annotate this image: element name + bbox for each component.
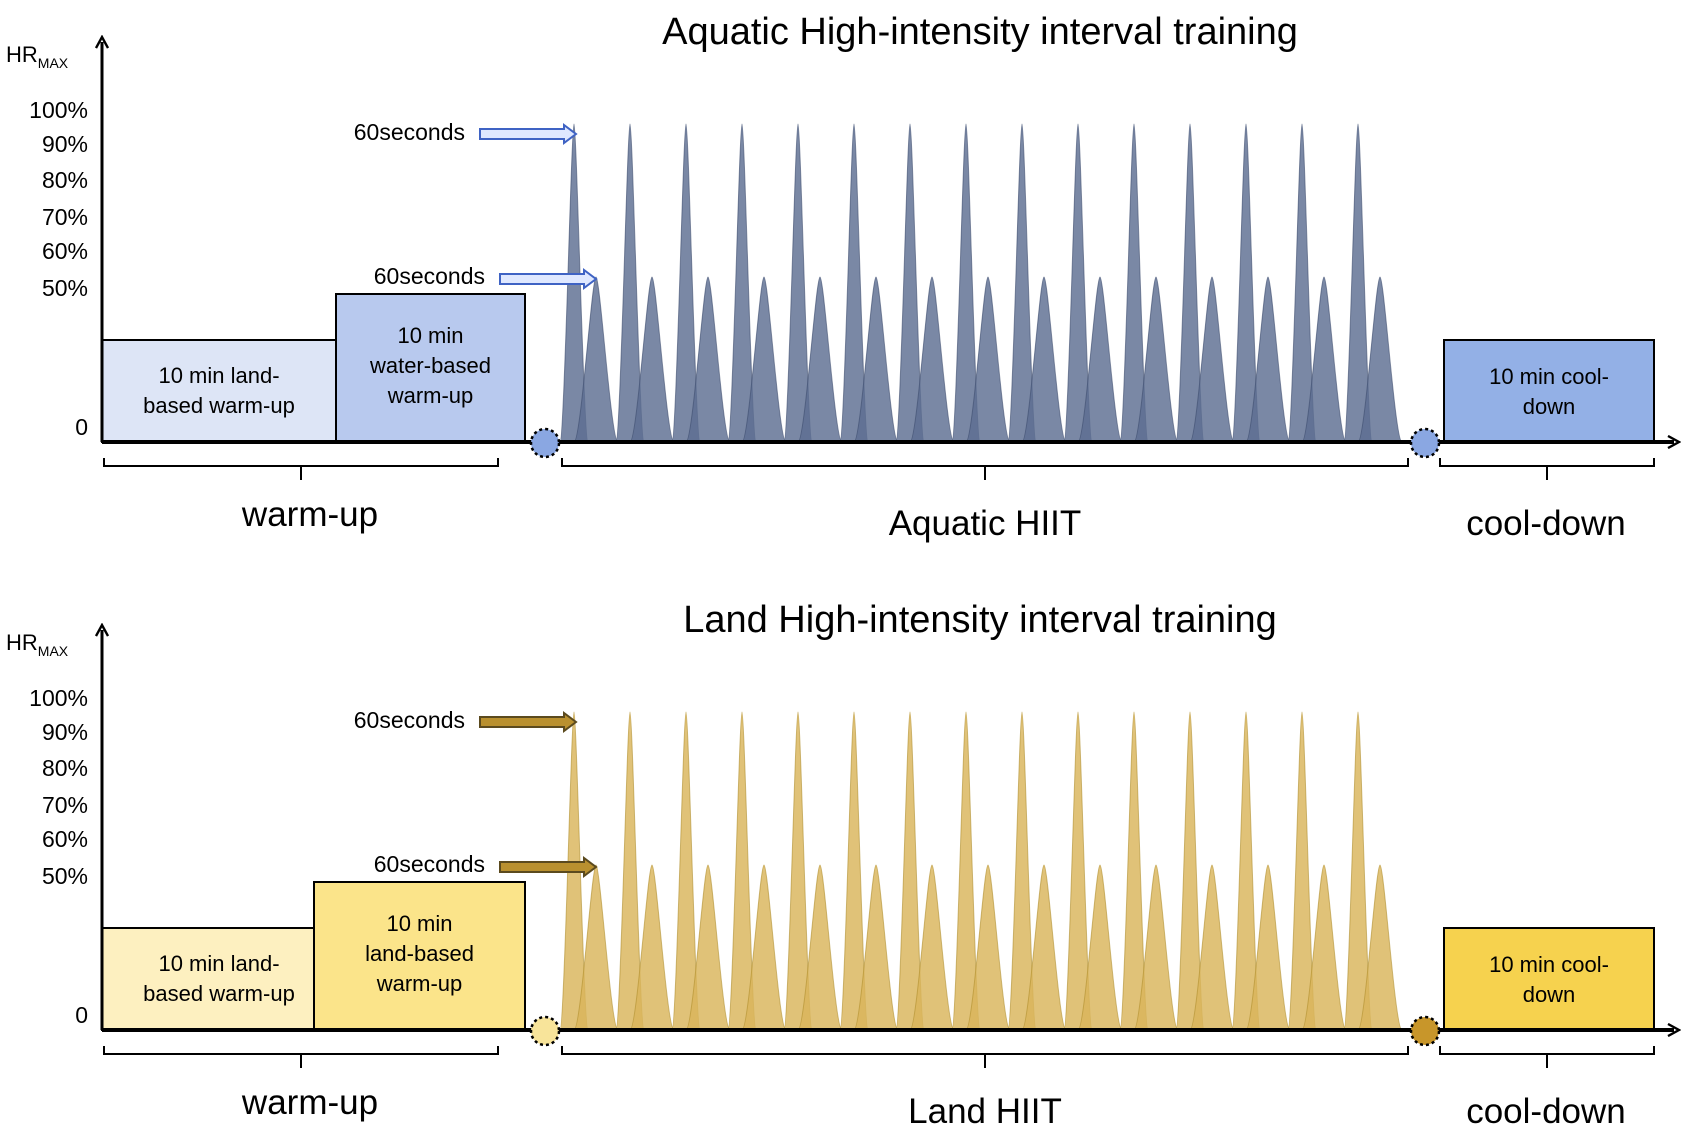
y-tick-label: 0	[75, 1002, 88, 1028]
moderate-intensity-peak	[1133, 864, 1179, 1031]
moderate-intensity-peak	[797, 864, 843, 1031]
warmup-second-label: 10 min land-based warm-up	[365, 911, 474, 996]
moderate-intensity-peak	[853, 276, 899, 443]
interval-duration-label: 60seconds	[354, 119, 465, 145]
panel-aquatic: Aquatic High-intensity interval training…	[6, 11, 1674, 543]
moderate-intensity-peak	[1021, 276, 1067, 443]
interval-arrow	[479, 123, 578, 145]
chart-title: Land High-intensity interval training	[683, 599, 1277, 641]
moderate-intensity-peak	[1245, 864, 1291, 1031]
warmup-land-box	[101, 927, 337, 1031]
moderate-intensity-peak	[629, 864, 675, 1031]
y-tick-label: 80%	[42, 167, 88, 193]
moderate-intensity-peak	[741, 864, 787, 1031]
y-axis-label: HRMAX	[6, 630, 69, 659]
moderate-intensity-peak	[1077, 864, 1123, 1031]
moderate-intensity-peak	[1301, 276, 1347, 443]
moderate-intensity-peak	[573, 276, 619, 443]
moderate-intensity-peak	[1021, 864, 1067, 1031]
cooldown-brace	[1439, 1046, 1655, 1068]
y-tick-label: 50%	[42, 275, 88, 301]
cooldown-brace	[1439, 458, 1655, 480]
warmup-brace	[103, 458, 499, 480]
moderate-intensity-peak	[909, 864, 955, 1031]
warmup-second-box	[313, 881, 526, 1031]
cooldown-box	[1443, 927, 1655, 1031]
moderate-intensity-peak	[853, 864, 899, 1031]
phase-label-cooldown: cool-down	[1466, 1092, 1626, 1131]
y-tick-label: 70%	[42, 204, 88, 230]
interval-arrow	[499, 856, 598, 878]
transition-circle	[529, 427, 561, 459]
moderate-intensity-peak	[741, 276, 787, 443]
moderate-intensity-peak	[1357, 864, 1403, 1031]
moderate-intensity-peak	[1301, 864, 1347, 1031]
hiit-brace	[561, 1046, 1409, 1068]
y-tick-label: 50%	[42, 863, 88, 889]
interval-duration-label: 60seconds	[374, 851, 485, 877]
y-tick-label: 80%	[42, 755, 88, 781]
moderate-intensity-peak	[685, 864, 731, 1031]
warmup-brace	[103, 1046, 499, 1068]
interval-arrow	[479, 711, 578, 733]
phase-label-hiit: Aquatic HIIT	[889, 504, 1082, 543]
y-tick-label: 0	[75, 414, 88, 440]
moderate-intensity-peak	[1357, 276, 1403, 443]
hiit-brace	[561, 458, 1409, 480]
hiit-intervals	[559, 123, 1403, 443]
y-tick-label: 90%	[42, 719, 88, 745]
moderate-intensity-peak	[797, 276, 843, 443]
warmup-land-label: 10 min land-based warm-up	[143, 363, 295, 418]
transition-circle	[529, 1015, 561, 1047]
warmup-land-box	[101, 339, 337, 443]
phase-label-cooldown: cool-down	[1466, 504, 1626, 543]
phase-label-warmup: warm-up	[241, 1083, 378, 1122]
cooldown-box	[1443, 339, 1655, 443]
y-tick-label: 100%	[29, 685, 88, 711]
y-tick-label: 100%	[29, 97, 88, 123]
y-tick-label: 60%	[42, 238, 88, 264]
moderate-intensity-peak	[965, 864, 1011, 1031]
phase-label-hiit: Land HIIT	[908, 1092, 1062, 1131]
transition-circle	[1409, 427, 1441, 459]
moderate-intensity-peak	[1189, 276, 1235, 443]
panel-land: Land High-intensity interval training HRM…	[6, 599, 1674, 1131]
moderate-intensity-peak	[1133, 276, 1179, 443]
transition-circle	[1409, 1015, 1441, 1047]
warmup-land-label: 10 min land-based warm-up	[143, 951, 295, 1006]
interval-duration-label: 60seconds	[374, 263, 485, 289]
moderate-intensity-peak	[1077, 276, 1123, 443]
hiit-intervals	[559, 711, 1403, 1031]
y-axis-label: HRMAX	[6, 42, 69, 71]
y-tick-label: 90%	[42, 131, 88, 157]
moderate-intensity-peak	[573, 864, 619, 1031]
warmup-second-label: 10 min water-based warm-up	[369, 323, 491, 408]
moderate-intensity-peak	[1245, 276, 1291, 443]
moderate-intensity-peak	[909, 276, 955, 443]
y-tick-label: 70%	[42, 792, 88, 818]
cooldown-label: 10 min cool-down	[1489, 952, 1609, 1007]
moderate-intensity-peak	[629, 276, 675, 443]
cooldown-label: 10 min cool-down	[1489, 364, 1609, 419]
moderate-intensity-peak	[965, 276, 1011, 443]
interval-arrow	[499, 268, 598, 290]
moderate-intensity-peak	[1189, 864, 1235, 1031]
moderate-intensity-peak	[685, 276, 731, 443]
interval-duration-label: 60seconds	[354, 707, 465, 733]
phase-label-warmup: warm-up	[241, 495, 378, 534]
y-tick-label: 60%	[42, 826, 88, 852]
chart-title: Aquatic High-intensity interval training	[662, 11, 1298, 53]
